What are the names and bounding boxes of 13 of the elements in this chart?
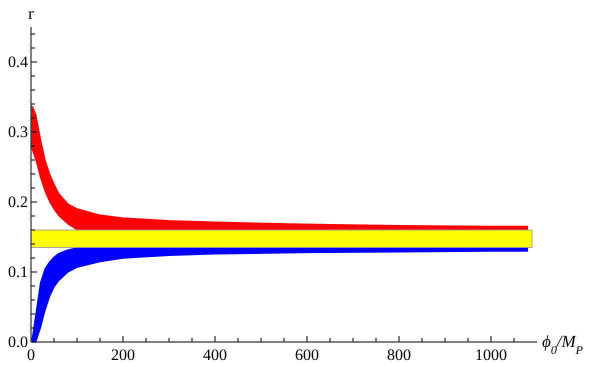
x-axis-title: ϕ$_{0}$/M$_{P}$ <box>542 332 583 357</box>
y-tick-label: 0.3 <box>8 124 28 141</box>
y-tick-label: 0.1 <box>8 264 28 281</box>
x-tick-label: 200 <box>111 347 135 364</box>
x-tick-label: 800 <box>387 347 411 364</box>
y-axis-title: r <box>28 4 34 23</box>
y-tick-label: 0.2 <box>8 194 28 211</box>
y-tick-label: 0.0 <box>8 334 28 351</box>
y-tick-label: 0.4 <box>8 54 28 71</box>
x-tick-label: 0 <box>27 347 35 364</box>
x-tick-label: 600 <box>295 347 319 364</box>
x-tick-label: 1000 <box>475 347 507 364</box>
x-tick-label: 400 <box>203 347 227 364</box>
